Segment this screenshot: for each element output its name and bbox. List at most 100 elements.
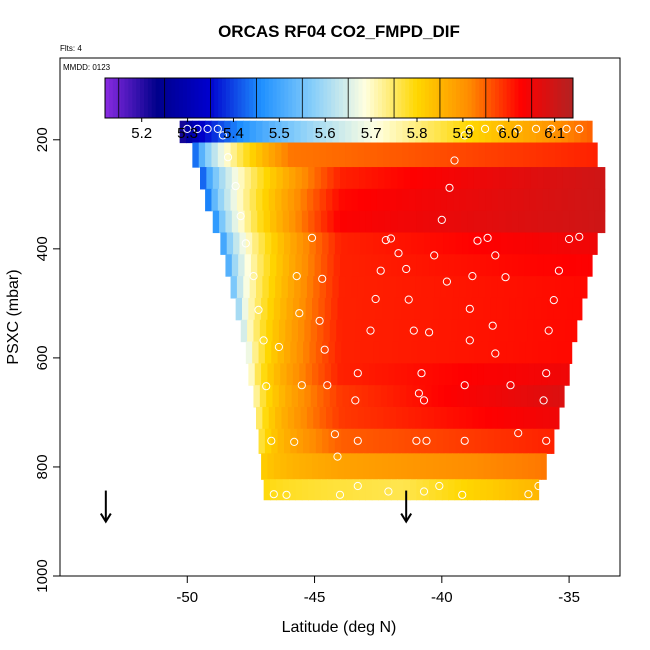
heatmap-cell: [455, 341, 463, 364]
heatmap-cell: [429, 167, 437, 190]
heatmap-cell: [440, 406, 448, 430]
heatmap-cell: [282, 254, 290, 277]
heatmap-cell: [450, 319, 458, 343]
data-point: [402, 264, 411, 274]
heatmap-cell: [528, 453, 536, 480]
heatmap-cell: [460, 479, 468, 501]
heatmap-cell: [289, 254, 297, 277]
heatmap-cell: [506, 341, 514, 364]
heatmap-cell: [295, 210, 303, 234]
colorbar-swatch: [385, 78, 391, 118]
heatmap-cell: [310, 385, 318, 408]
heatmap-cell: [574, 188, 582, 212]
heatmap-cell: [276, 167, 284, 190]
heatmap-cell: [471, 453, 479, 480]
heatmap-cell: [276, 210, 284, 234]
heatmap-cell: [533, 385, 541, 408]
data-point: [491, 349, 500, 358]
heatmap-cell: [354, 341, 361, 364]
heatmap-cell: [352, 210, 360, 234]
heatmap-cell: [440, 188, 448, 212]
heatmap-cell: [379, 428, 387, 454]
heatmap-cell: [357, 276, 365, 299]
heatmap-cell: [309, 428, 317, 454]
heatmap-cell: [529, 276, 537, 299]
colorbar-swatch: [491, 78, 496, 118]
heatmap-cell: [387, 385, 395, 408]
heatmap-cell: [434, 142, 442, 168]
heatmap-cell: [275, 406, 283, 430]
heatmap-cell: [350, 453, 358, 480]
heatmap-cell: [300, 120, 308, 144]
heatmap-cell: [378, 210, 386, 234]
colorbar-swatch: [526, 78, 531, 118]
heatmap-cell: [524, 479, 532, 501]
heatmap-cell: [277, 428, 285, 454]
heatmap-cell: [242, 297, 249, 321]
data-point: [437, 215, 446, 224]
heatmap-cell: [295, 479, 303, 501]
heatmap-cell: [383, 120, 391, 144]
heatmap-cell: [300, 276, 308, 299]
heatmap-cell: [511, 210, 519, 234]
colorbar-swatch: [346, 78, 352, 118]
heatmap-cell: [352, 167, 360, 190]
heatmap-cell: [454, 479, 462, 501]
mmdd-label: MMDD: 0123: [63, 63, 111, 72]
heatmap-cell: [458, 297, 466, 321]
data-point: [468, 272, 477, 281]
heatmap-cell: [482, 385, 490, 408]
data-point: [412, 436, 421, 445]
heatmap-cell: [376, 406, 384, 430]
heatmap-cell: [478, 188, 486, 212]
heatmap-cell: [343, 363, 351, 386]
heatmap-cell: [355, 385, 363, 408]
heatmap-cell: [550, 254, 557, 277]
heatmap-cell: [593, 142, 598, 168]
data-point: [575, 232, 584, 241]
heatmap-cell: [416, 254, 424, 277]
heatmap-cell: [510, 188, 518, 212]
heatmap-cell: [410, 167, 417, 190]
heatmap-cell: [326, 406, 333, 430]
heatmap-cell: [290, 428, 298, 454]
data-point: [351, 396, 360, 405]
data-point: [445, 183, 454, 192]
heatmap-cell: [544, 341, 552, 364]
heatmap-cell: [276, 254, 284, 277]
heatmap-cell: [580, 188, 588, 212]
heatmap-cell: [485, 406, 493, 430]
data-point: [531, 124, 541, 133]
colorbar-swatch: [163, 78, 168, 118]
heatmap-cell: [389, 120, 397, 144]
heatmap-cell: [341, 341, 349, 364]
heatmap-cell: [281, 188, 289, 212]
heatmap-cell: [336, 385, 344, 408]
heatmap-cell: [408, 188, 416, 212]
heatmap-cell: [486, 479, 494, 501]
heatmap-cell: [569, 167, 577, 190]
colorbar-swatch: [420, 78, 426, 118]
heatmap-cell: [238, 210, 246, 234]
heatmap-cell: [231, 210, 239, 234]
colorbar-swatch: [120, 78, 125, 118]
heatmap-cell: [480, 479, 487, 501]
heatmap-cell: [455, 232, 463, 255]
colorbar-swatch: [475, 78, 480, 118]
data-point: [417, 369, 426, 378]
heatmap-cell: [579, 297, 583, 321]
heatmap-cell: [477, 453, 485, 480]
heatmap-cell: [412, 319, 420, 343]
heatmap-cell: [294, 188, 302, 212]
heatmap-cell: [533, 319, 541, 343]
data-point: [524, 490, 533, 499]
data-point: [460, 436, 469, 445]
heatmap-cell: [224, 142, 232, 168]
heatmap-cell: [567, 120, 575, 144]
heatmap-cell: [224, 188, 232, 212]
heatmap-cell: [454, 254, 462, 277]
colorbar-swatch: [436, 78, 441, 118]
heatmap-cell: [319, 276, 327, 299]
heatmap-cell: [547, 297, 555, 321]
heatmap-cell: [497, 406, 505, 430]
